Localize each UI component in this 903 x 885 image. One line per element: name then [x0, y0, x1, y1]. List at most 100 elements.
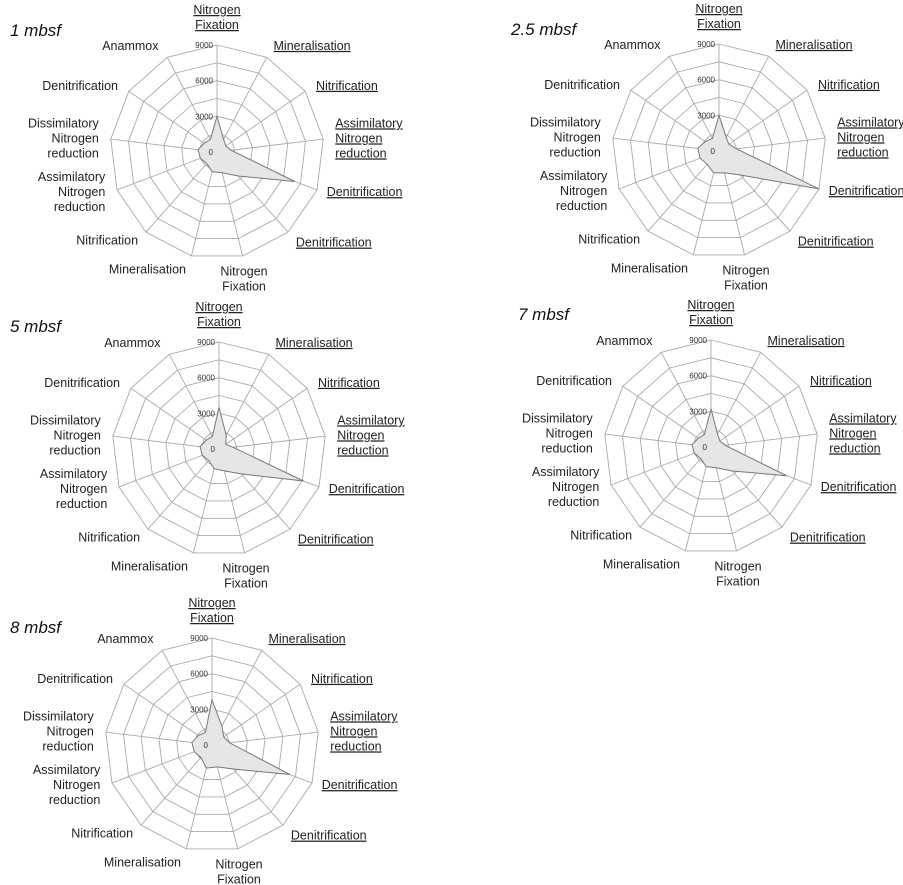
- axis-spoke: [718, 89, 808, 152]
- axis-label: Denitrification: [298, 533, 374, 547]
- series-area: [697, 113, 820, 190]
- tick-label: 0: [209, 148, 214, 157]
- axis-spoke: [168, 354, 220, 450]
- tick-label: 9000: [689, 336, 707, 345]
- axis-label: Anammox: [596, 334, 653, 348]
- grid-ring: [639, 375, 783, 517]
- axis-label: Assimilatory Nitrogen reduction: [33, 763, 101, 807]
- axis-label: Nitrification: [78, 531, 140, 545]
- axis-spoke: [218, 435, 326, 450]
- axis-label: Assimilatory Nitrogen reduction: [40, 467, 108, 511]
- grid-ring: [123, 655, 301, 833]
- axis-label: Nitrification: [578, 233, 640, 247]
- axis-label: Mineralisation: [104, 856, 181, 870]
- grid-ring: [176, 708, 248, 781]
- axis-spoke: [668, 56, 720, 152]
- axis-label: Mineralisation: [111, 560, 188, 574]
- axis-label: Denitrification: [296, 236, 372, 250]
- axis-label: Nitrogen Fixation: [195, 300, 242, 329]
- axis-label: Mineralisation: [768, 334, 845, 348]
- axis-label: Nitrogen Fixation: [222, 562, 269, 591]
- grid-ring: [622, 357, 800, 535]
- axis-label: Denitrification: [291, 829, 367, 843]
- tick-label: 3000: [689, 407, 707, 416]
- axis-label: Denitrification: [544, 78, 620, 92]
- grid-ring: [140, 673, 284, 815]
- grid-ring: [683, 114, 755, 187]
- axis-label: Denitrification: [44, 376, 120, 390]
- grid-ring: [165, 395, 273, 502]
- axis-label: Anammox: [102, 39, 159, 53]
- radar-panel-5: 8 mbsf 0 3000 6000 9000 Nitrogen Fixation Miner…: [10, 596, 398, 885]
- grid-ring: [604, 339, 818, 552]
- axis-label: Dissimilatory Nitrogen reduction: [30, 413, 102, 457]
- axis-label: Dissimilatory Nitrogen reduction: [28, 116, 100, 160]
- axis-spoke: [211, 683, 301, 746]
- axis-spoke: [166, 57, 218, 153]
- grid-ring: [647, 79, 791, 221]
- axis-label: Nitrogen Fixation: [193, 3, 240, 32]
- axis-label: Denitrification: [327, 185, 403, 199]
- radar-panel-4: 7 mbsf 0 3000 6000 9000 Nitrogen Fixation Miner…: [518, 298, 897, 589]
- series-area: [197, 114, 296, 182]
- tick-label: 3000: [195, 112, 213, 121]
- axis-label: Assimilatory Nitrogen reduction: [337, 413, 405, 457]
- tick-label: 9000: [697, 40, 715, 49]
- axis-spoke: [630, 89, 720, 152]
- axis-label: Mineralisation: [276, 336, 353, 350]
- axis-label: Assimilatory Nitrogen reduction: [829, 411, 897, 455]
- tick-label: 6000: [190, 670, 208, 679]
- grid-ring: [110, 44, 324, 257]
- axis-spoke: [660, 352, 712, 448]
- tick-label: 3000: [190, 705, 208, 714]
- axis-label: Mineralisation: [611, 262, 688, 276]
- axis-label: Nitrogen Fixation: [188, 596, 235, 625]
- axis-label: Nitrification: [810, 374, 872, 388]
- tick-label: 9000: [195, 41, 213, 50]
- tick-label: 0: [711, 147, 716, 156]
- axis-label: Denitrification: [798, 235, 874, 249]
- grid-ring: [675, 410, 747, 483]
- panel-title: 5 mbsf: [10, 317, 63, 336]
- series-area: [191, 697, 291, 775]
- axis-spoke: [710, 352, 762, 448]
- series-area: [199, 407, 304, 482]
- axis-label: Dissimilatory Nitrogen reduction: [23, 709, 95, 753]
- tick-label: 0: [211, 445, 216, 454]
- grid-ring: [158, 691, 266, 798]
- panel-title: 7 mbsf: [518, 305, 571, 324]
- tick-label: 3000: [197, 409, 215, 418]
- axis-label: Assimilatory Nitrogen reduction: [837, 115, 903, 159]
- grid-ring: [130, 359, 308, 537]
- tick-label: 9000: [190, 634, 208, 643]
- axis-label: Mineralisation: [776, 38, 853, 52]
- axis-label: Mineralisation: [109, 263, 186, 277]
- axis-spoke: [123, 683, 213, 746]
- axis-label: Assimilatory Nitrogen reduction: [540, 169, 608, 213]
- axis-label: Mineralisation: [274, 39, 351, 53]
- grid-ring: [657, 393, 765, 500]
- axis-label: Denitrification: [790, 531, 866, 545]
- tick-label: 3000: [697, 111, 715, 120]
- tick-label: 6000: [697, 76, 715, 85]
- grid-ring: [612, 43, 826, 256]
- axis-label: Denitrification: [829, 184, 903, 198]
- axis-label: Dissimilatory Nitrogen reduction: [530, 115, 602, 159]
- panel-title: 2.5 mbsf: [510, 20, 578, 39]
- axis-spoke: [718, 56, 770, 152]
- axis-label: Nitrogen Fixation: [714, 560, 761, 589]
- axis-label: Nitrification: [570, 529, 632, 543]
- axis-spoke: [710, 385, 800, 448]
- axis-label: Denitrification: [42, 79, 118, 93]
- grid-ring: [112, 341, 326, 554]
- axis-spoke: [145, 151, 218, 233]
- axis-label: Assimilatory Nitrogen reduction: [330, 709, 398, 753]
- grid-ring: [128, 62, 306, 240]
- axis-label: Nitrification: [76, 234, 138, 248]
- axis-spoke: [216, 57, 268, 153]
- grid-ring: [105, 637, 319, 850]
- axis-label: Denitrification: [37, 672, 113, 686]
- radar-panel-3: 5 mbsf 0 3000 6000 9000 Nitrogen Fixation Miner…: [10, 300, 405, 591]
- axis-label: Anammox: [604, 38, 661, 52]
